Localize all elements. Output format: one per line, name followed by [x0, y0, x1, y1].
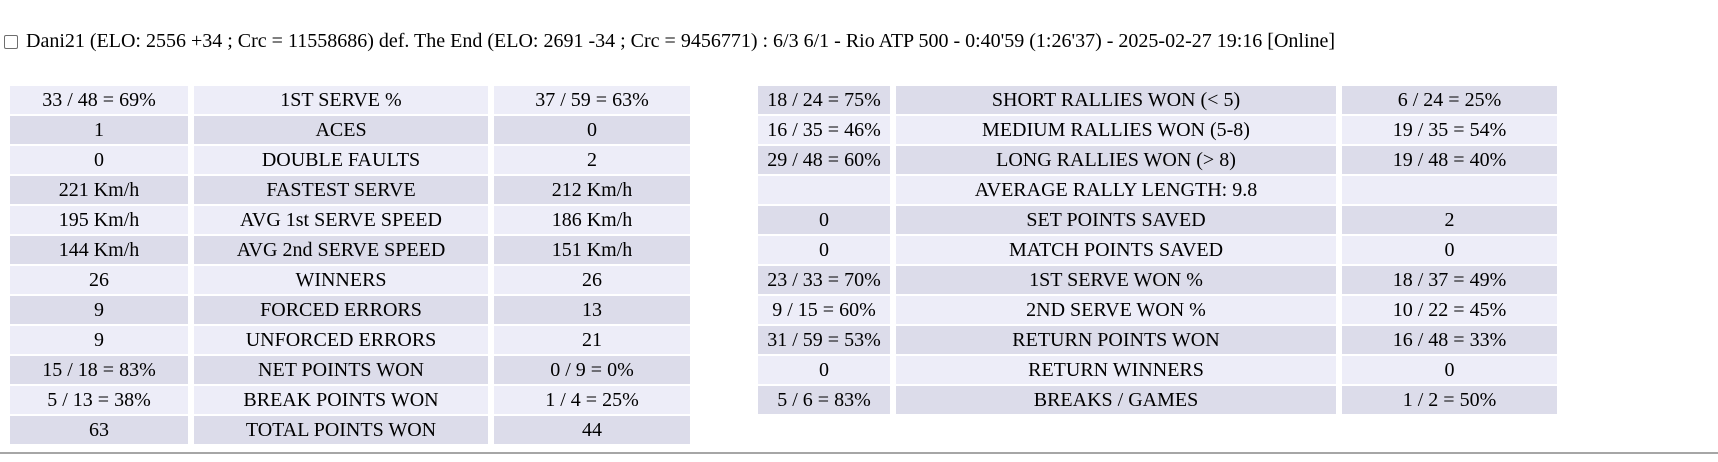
stat-row: 9 FORCED ERRORS 13	[10, 296, 690, 324]
stat-label: WINNERS	[194, 266, 488, 294]
stat-row: 221 Km/h FASTEST SERVE 212 Km/h	[10, 176, 690, 204]
stat-label: FORCED ERRORS	[194, 296, 488, 324]
stat-label: AVERAGE RALLY LENGTH: 9.8	[896, 176, 1336, 204]
stat-row: 195 Km/h AVG 1st SERVE SPEED 186 Km/h	[10, 206, 690, 234]
stat-value-player2: 18 / 37 = 49%	[1342, 266, 1557, 294]
stat-value-player1: 9	[10, 326, 188, 354]
stat-value-player2: 0	[494, 116, 690, 144]
stat-value-player2: 19 / 48 = 40%	[1342, 146, 1557, 174]
stat-value-player2: 0	[1342, 236, 1557, 264]
stat-value-player1: 221 Km/h	[10, 176, 188, 204]
stat-label: 1ST SERVE %	[194, 86, 488, 114]
stat-label: FASTEST SERVE	[194, 176, 488, 204]
stat-row: AVERAGE RALLY LENGTH: 9.8	[758, 176, 1557, 204]
stat-value-player2: 2	[1342, 206, 1557, 234]
stat-value-player2: 44	[494, 416, 690, 444]
stat-label: MEDIUM RALLIES WON (5-8)	[896, 116, 1336, 144]
stat-label: RETURN POINTS WON	[896, 326, 1336, 354]
stat-value-player1: 29 / 48 = 60%	[758, 146, 890, 174]
stat-value-player1: 23 / 33 = 70%	[758, 266, 890, 294]
stat-label: LONG RALLIES WON (> 8)	[896, 146, 1336, 174]
stat-row: 5 / 6 = 83% BREAKS / GAMES 1 / 2 = 50%	[758, 386, 1557, 414]
stat-value-player2: 6 / 24 = 25%	[1342, 86, 1557, 114]
stat-row: 16 / 35 = 46% MEDIUM RALLIES WON (5-8) 1…	[758, 116, 1557, 144]
stat-label: NET POINTS WON	[194, 356, 488, 384]
stat-value-player1: 0	[758, 356, 890, 384]
stat-row: 0 SET POINTS SAVED 2	[758, 206, 1557, 234]
stat-value-player1: 9	[10, 296, 188, 324]
stat-row: 0 MATCH POINTS SAVED 0	[758, 236, 1557, 264]
stat-value-player2: 1 / 4 = 25%	[494, 386, 690, 414]
stat-value-player2: 16 / 48 = 33%	[1342, 326, 1557, 354]
stat-value-player2: 21	[494, 326, 690, 354]
stat-value-player1: 26	[10, 266, 188, 294]
stat-value-player1: 195 Km/h	[10, 206, 188, 234]
stat-value-player2: 26	[494, 266, 690, 294]
stat-value-player1: 0	[758, 206, 890, 234]
stat-row: 0 RETURN WINNERS 0	[758, 356, 1557, 384]
stat-label: UNFORCED ERRORS	[194, 326, 488, 354]
stat-value-player2	[1342, 176, 1557, 204]
stat-row: 0 DOUBLE FAULTS 2	[10, 146, 690, 174]
stat-row: 23 / 33 = 70% 1ST SERVE WON % 18 / 37 = …	[758, 266, 1557, 294]
stat-row: 31 / 59 = 53% RETURN POINTS WON 16 / 48 …	[758, 326, 1557, 354]
stat-row: 63 TOTAL POINTS WON 44	[10, 416, 690, 444]
stat-value-player2: 0	[1342, 356, 1557, 384]
stat-row: 26 WINNERS 26	[10, 266, 690, 294]
stat-label: SHORT RALLIES WON (< 5)	[896, 86, 1336, 114]
match-result-header: Dani21 (ELO: 2556 +34 ; Crc = 11558686) …	[4, 30, 1335, 53]
stat-label: AVG 1st SERVE SPEED	[194, 206, 488, 234]
match-result-title: Dani21 (ELO: 2556 +34 ; Crc = 11558686) …	[26, 30, 1336, 52]
stat-value-player2: 151 Km/h	[494, 236, 690, 264]
stat-value-player1: 0	[10, 146, 188, 174]
stat-value-player1	[758, 176, 890, 204]
stat-row: 9 / 15 = 60% 2ND SERVE WON % 10 / 22 = 4…	[758, 296, 1557, 324]
stat-value-player1: 1	[10, 116, 188, 144]
stat-label: 1ST SERVE WON %	[896, 266, 1336, 294]
stat-row: 5 / 13 = 38% BREAK POINTS WON 1 / 4 = 25…	[10, 386, 690, 414]
stat-value-player1: 16 / 35 = 46%	[758, 116, 890, 144]
stat-value-player1: 9 / 15 = 60%	[758, 296, 890, 324]
stat-label: BREAKS / GAMES	[896, 386, 1336, 414]
stat-value-player2: 186 Km/h	[494, 206, 690, 234]
stat-label: BREAK POINTS WON	[194, 386, 488, 414]
stat-row: 1 ACES 0	[10, 116, 690, 144]
stat-value-player2: 212 Km/h	[494, 176, 690, 204]
rally-stats-table: 18 / 24 = 75% SHORT RALLIES WON (< 5) 6 …	[752, 84, 1563, 416]
stat-label: 2ND SERVE WON %	[896, 296, 1336, 324]
stat-value-player2: 19 / 35 = 54%	[1342, 116, 1557, 144]
stat-value-player1: 5 / 13 = 38%	[10, 386, 188, 414]
stat-row: 29 / 48 = 60% LONG RALLIES WON (> 8) 19 …	[758, 146, 1557, 174]
stat-value-player2: 13	[494, 296, 690, 324]
stat-value-player1: 144 Km/h	[10, 236, 188, 264]
stat-value-player2: 10 / 22 = 45%	[1342, 296, 1557, 324]
stat-row: 15 / 18 = 83% NET POINTS WON 0 / 9 = 0%	[10, 356, 690, 384]
stat-row: 9 UNFORCED ERRORS 21	[10, 326, 690, 354]
serve-stats-table: 33 / 48 = 69% 1ST SERVE % 37 / 59 = 63% …	[4, 84, 696, 446]
stat-value-player2: 2	[494, 146, 690, 174]
stat-value-player1: 33 / 48 = 69%	[10, 86, 188, 114]
stat-value-player1: 5 / 6 = 83%	[758, 386, 890, 414]
stat-label: ACES	[194, 116, 488, 144]
stat-value-player1: 15 / 18 = 83%	[10, 356, 188, 384]
stat-label: MATCH POINTS SAVED	[896, 236, 1336, 264]
stat-label: RETURN WINNERS	[896, 356, 1336, 384]
stat-label: SET POINTS SAVED	[896, 206, 1336, 234]
stat-row: 18 / 24 = 75% SHORT RALLIES WON (< 5) 6 …	[758, 86, 1557, 114]
stat-value-player2: 37 / 59 = 63%	[494, 86, 690, 114]
stat-label: TOTAL POINTS WON	[194, 416, 488, 444]
stat-value-player1: 63	[10, 416, 188, 444]
stat-value-player1: 31 / 59 = 53%	[758, 326, 890, 354]
stat-value-player1: 0	[758, 236, 890, 264]
stat-value-player2: 0 / 9 = 0%	[494, 356, 690, 384]
match-select-checkbox[interactable]	[4, 34, 18, 49]
stat-label: DOUBLE FAULTS	[194, 146, 488, 174]
stat-label: AVG 2nd SERVE SPEED	[194, 236, 488, 264]
stat-row: 33 / 48 = 69% 1ST SERVE % 37 / 59 = 63%	[10, 86, 690, 114]
stat-row: 144 Km/h AVG 2nd SERVE SPEED 151 Km/h	[10, 236, 690, 264]
bottom-divider	[0, 452, 1718, 454]
stat-value-player2: 1 / 2 = 50%	[1342, 386, 1557, 414]
stat-value-player1: 18 / 24 = 75%	[758, 86, 890, 114]
